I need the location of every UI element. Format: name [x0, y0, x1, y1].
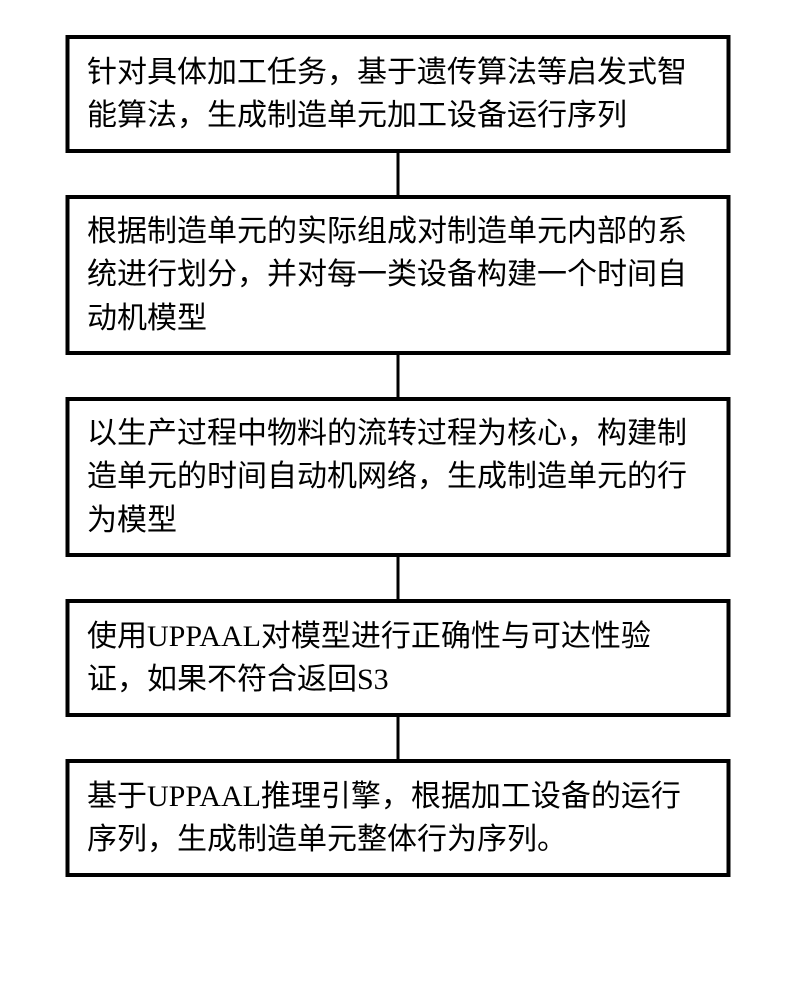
flow-step-3-text: 以生产过程中物料的流转过程为核心，构建制造单元的时间自动机网络，生成制造单元的行…	[87, 412, 708, 543]
connector-4-5	[396, 717, 399, 759]
flowchart-container: 针对具体加工任务，基于遗传算法等启发式智能算法，生成制造单元加工设备运行序列 根…	[65, 35, 730, 877]
flow-step-2: 根据制造单元的实际组成对制造单元内部的系统进行划分，并对每一类设备构建一个时间自…	[65, 195, 730, 355]
connector-3-4	[396, 557, 399, 599]
flow-step-4: 使用UPPAAL对模型进行正确性与可达性验证，如果不符合返回S3	[65, 599, 730, 717]
flow-step-3: 以生产过程中物料的流转过程为核心，构建制造单元的时间自动机网络，生成制造单元的行…	[65, 397, 730, 557]
flow-step-5-text: 基于UPPAAL推理引擎，根据加工设备的运行序列，生成制造单元整体行为序列。	[87, 775, 708, 862]
connector-1-2	[396, 153, 399, 195]
flow-step-5: 基于UPPAAL推理引擎，根据加工设备的运行序列，生成制造单元整体行为序列。	[65, 759, 730, 877]
flow-step-2-text: 根据制造单元的实际组成对制造单元内部的系统进行划分，并对每一类设备构建一个时间自…	[87, 210, 708, 341]
flow-step-1-text: 针对具体加工任务，基于遗传算法等启发式智能算法，生成制造单元加工设备运行序列	[87, 51, 708, 138]
connector-2-3	[396, 355, 399, 397]
flow-step-1: 针对具体加工任务，基于遗传算法等启发式智能算法，生成制造单元加工设备运行序列	[65, 35, 730, 153]
flow-step-4-text: 使用UPPAAL对模型进行正确性与可达性验证，如果不符合返回S3	[87, 615, 708, 702]
